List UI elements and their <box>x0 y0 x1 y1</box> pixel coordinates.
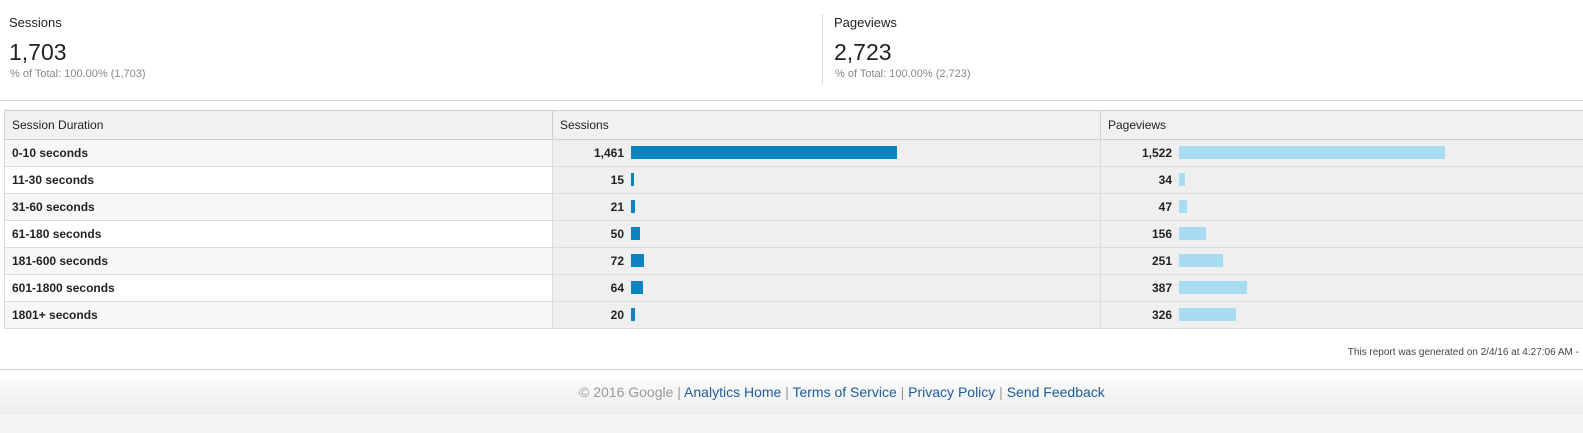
header-sessions[interactable]: Sessions <box>552 110 1101 140</box>
pageviews-bar <box>1179 227 1206 240</box>
sessions-value: 72 <box>610 254 624 268</box>
sessions-total-pct: 100.00% (1,703) <box>64 68 146 80</box>
pageviews-bar <box>1179 281 1247 294</box>
pageviews-metric: Pageviews 2,723 % of Total: 100.00% (2,7… <box>822 14 1583 84</box>
pageviews-bar <box>1179 200 1187 213</box>
sessions-bar <box>631 227 640 240</box>
sessions-bar <box>631 254 644 267</box>
pageviews-cell: 156 <box>1100 220 1583 248</box>
footer-links: © 2016 Google | Analytics Home | Terms o… <box>579 384 1105 400</box>
pageviews-bar <box>1179 173 1185 186</box>
table-row: 1801+ seconds 20 326 <box>4 301 1583 329</box>
pageviews-bar <box>1179 146 1445 159</box>
summary-panel: Sessions 1,703 % of Total: 100.00% (1,70… <box>0 0 1583 101</box>
pageviews-value: 387 <box>1151 281 1172 295</box>
sessions-value: 21 <box>610 200 624 214</box>
pageviews-bar <box>1179 308 1236 321</box>
sessions-cell: 72 <box>552 247 1101 275</box>
report-generated-note: This report was generated on 2/4/16 at 4… <box>1347 347 1579 358</box>
send-feedback-link[interactable]: Send Feedback <box>1006 384 1105 400</box>
pageviews-value: 326 <box>1151 308 1172 322</box>
sessions-cell: 50 <box>552 220 1101 248</box>
pageviews-value: 1,522 <box>1141 146 1172 160</box>
pageviews-cell: 387 <box>1100 274 1583 302</box>
footer: © 2016 Google | Analytics Home | Terms o… <box>0 369 1583 415</box>
session-duration-cell: 601-1800 seconds <box>4 274 553 302</box>
pageviews-total-pct: 100.00% (2,723) <box>889 68 971 80</box>
session-duration-cell: 181-600 seconds <box>4 247 553 275</box>
footer-separator: | <box>781 384 793 400</box>
sessions-value: 15 <box>610 173 624 187</box>
sessions-bar <box>631 200 635 213</box>
sessions-value: 20 <box>610 308 624 322</box>
table-row: 601-1800 seconds 64 387 <box>4 274 1583 302</box>
header-pageviews[interactable]: Pageviews <box>1100 110 1583 140</box>
sessions-metric-label: Sessions <box>9 15 62 30</box>
sessions-metric: Sessions 1,703 % of Total: 100.00% (1,70… <box>0 0 822 100</box>
pageviews-cell: 34 <box>1100 166 1583 194</box>
pageviews-value: 47 <box>1158 200 1172 214</box>
sessions-cell: 20 <box>552 301 1101 329</box>
table-row: 11-30 seconds 15 34 <box>4 166 1583 194</box>
sessions-value: 50 <box>610 227 624 241</box>
session-duration-cell: 61-180 seconds <box>4 220 553 248</box>
analytics-home-link[interactable]: Analytics Home <box>684 384 782 400</box>
sessions-cell: 64 <box>552 274 1101 302</box>
bottom-strip <box>0 414 1583 433</box>
header-session-duration[interactable]: Session Duration <box>4 110 553 140</box>
sessions-bar <box>631 146 897 159</box>
pageviews-metric-label: Pageviews <box>834 15 897 30</box>
pageviews-metric-total: % of Total: 100.00% (2,723) <box>835 68 971 80</box>
session-duration-cell: 1801+ seconds <box>4 301 553 329</box>
pageviews-cell: 251 <box>1100 247 1583 275</box>
table-row: 31-60 seconds 21 47 <box>4 193 1583 221</box>
privacy-policy-link[interactable]: Privacy Policy <box>908 384 996 400</box>
footer-separator: | <box>673 384 685 400</box>
table-header-row: Session Duration Sessions Pageviews <box>4 110 1583 140</box>
sessions-cell: 21 <box>552 193 1101 221</box>
pageviews-cell: 326 <box>1100 301 1583 329</box>
session-duration-cell: 0-10 seconds <box>4 139 553 167</box>
sessions-bar <box>631 173 634 186</box>
table-row: 181-600 seconds 72 251 <box>4 247 1583 275</box>
sessions-metric-value: 1,703 <box>9 39 67 65</box>
pageviews-value: 251 <box>1151 254 1172 268</box>
sessions-total-prefix: % of Total: <box>10 68 65 80</box>
report-table: Session Duration Sessions Pageviews 0-10… <box>4 110 1583 329</box>
pageviews-cell: 1,522 <box>1100 139 1583 167</box>
sessions-bar <box>631 281 643 294</box>
pageviews-value: 34 <box>1158 173 1172 187</box>
sessions-cell: 1,461 <box>552 139 1101 167</box>
session-duration-cell: 11-30 seconds <box>4 166 553 194</box>
sessions-value: 64 <box>610 281 624 295</box>
table-row: 0-10 seconds 1,461 1,522 <box>4 139 1583 167</box>
pageviews-value: 156 <box>1151 227 1172 241</box>
pageviews-cell: 47 <box>1100 193 1583 221</box>
sessions-value: 1,461 <box>593 146 624 160</box>
sessions-bar <box>631 308 635 321</box>
session-duration-cell: 31-60 seconds <box>4 193 553 221</box>
sessions-metric-total: % of Total: 100.00% (1,703) <box>10 68 146 80</box>
pageviews-bar <box>1179 254 1223 267</box>
footer-copyright: © 2016 Google <box>579 384 674 400</box>
terms-of-service-link[interactable]: Terms of Service <box>792 384 897 400</box>
pageviews-total-prefix: % of Total: <box>835 68 890 80</box>
table-row: 61-180 seconds 50 156 <box>4 220 1583 248</box>
sessions-cell: 15 <box>552 166 1101 194</box>
footer-separator: | <box>995 384 1007 400</box>
pageviews-metric-value: 2,723 <box>834 39 892 65</box>
footer-separator: | <box>896 384 909 400</box>
